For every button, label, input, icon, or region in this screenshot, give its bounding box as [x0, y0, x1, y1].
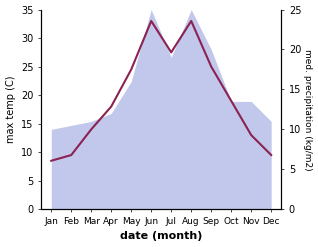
X-axis label: date (month): date (month) [120, 231, 203, 242]
Y-axis label: med. precipitation (kg/m2): med. precipitation (kg/m2) [303, 49, 313, 170]
Y-axis label: max temp (C): max temp (C) [5, 76, 16, 143]
